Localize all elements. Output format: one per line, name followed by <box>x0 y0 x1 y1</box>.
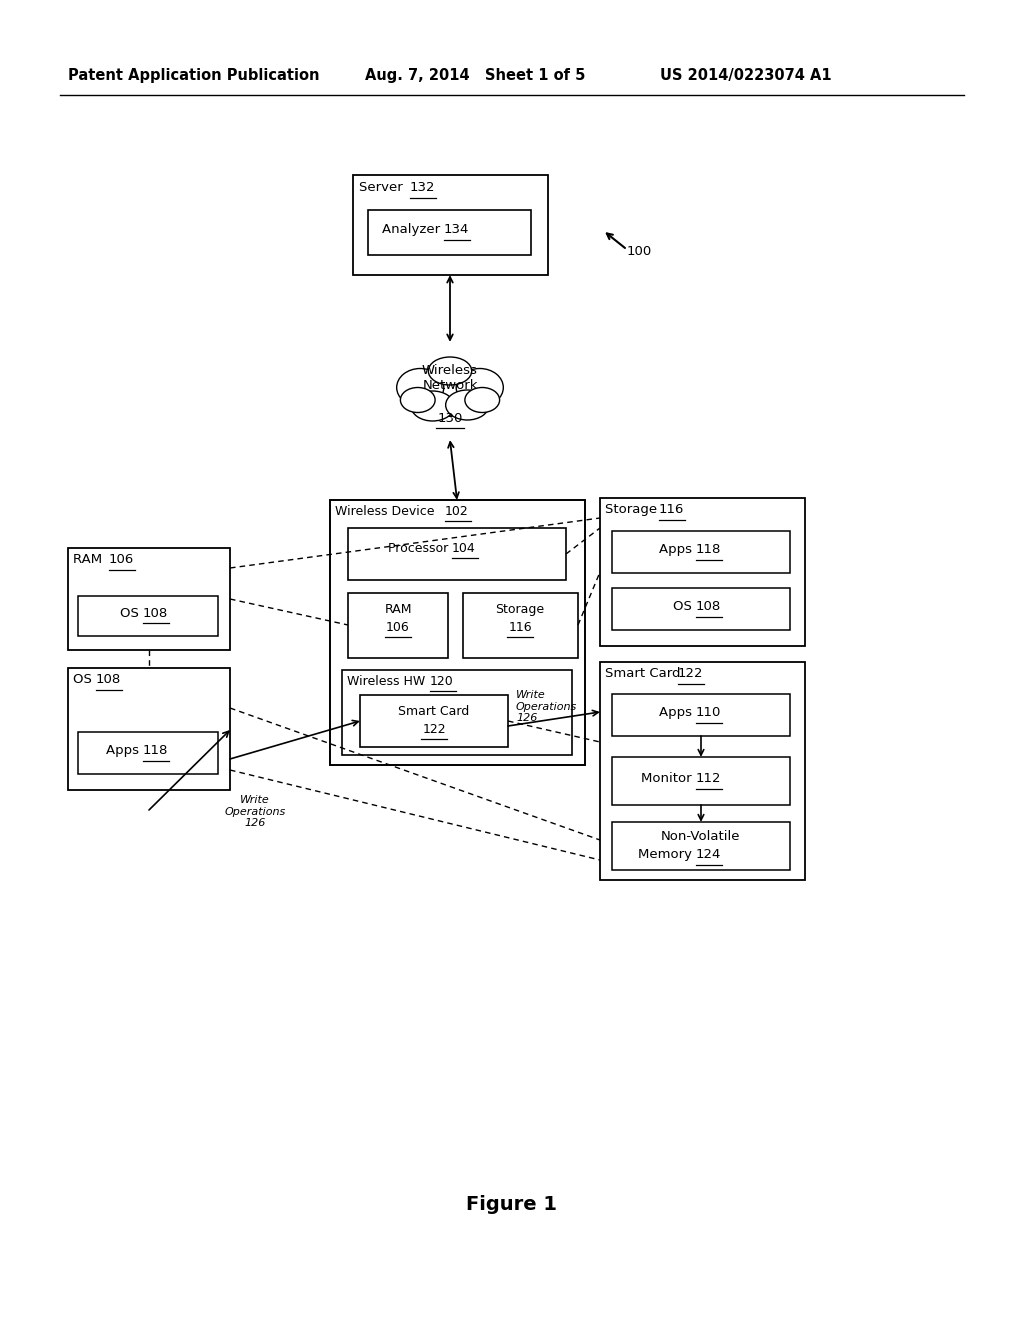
Bar <box>612 694 790 737</box>
Text: Non-Volatile: Non-Volatile <box>662 830 740 843</box>
Text: RAM: RAM <box>73 553 106 566</box>
Text: Apps: Apps <box>658 706 696 719</box>
Bar <box>330 500 585 766</box>
Text: 112: 112 <box>696 772 722 785</box>
Text: 134: 134 <box>444 223 469 236</box>
Bar <box>348 593 449 657</box>
Text: RAM: RAM <box>384 603 412 616</box>
Text: 108: 108 <box>143 607 168 620</box>
Text: Figure 1: Figure 1 <box>467 1195 557 1214</box>
Text: Wireless HW: Wireless HW <box>347 675 429 688</box>
Text: 116: 116 <box>659 503 684 516</box>
Bar <box>68 548 230 649</box>
Text: Smart Card: Smart Card <box>398 705 470 718</box>
Text: Write
Operations
126: Write Operations 126 <box>516 690 578 723</box>
Ellipse shape <box>428 356 472 385</box>
Text: OS: OS <box>73 673 96 686</box>
Text: Memory: Memory <box>638 847 696 861</box>
Text: 110: 110 <box>696 706 721 719</box>
Ellipse shape <box>465 388 500 412</box>
Ellipse shape <box>445 389 489 420</box>
Text: Patent Application Publication: Patent Application Publication <box>68 69 319 83</box>
Ellipse shape <box>419 364 481 416</box>
Text: 118: 118 <box>696 543 721 556</box>
Text: 120: 120 <box>430 675 454 688</box>
Bar <box>463 593 578 657</box>
Bar <box>342 671 572 755</box>
Text: Server: Server <box>359 181 407 194</box>
Text: 104: 104 <box>452 543 476 554</box>
Text: 122: 122 <box>422 723 445 737</box>
Text: Storage: Storage <box>496 603 545 616</box>
Text: Aug. 7, 2014   Sheet 1 of 5: Aug. 7, 2014 Sheet 1 of 5 <box>365 69 586 83</box>
Text: 108: 108 <box>96 673 121 686</box>
Bar <box>612 822 790 870</box>
Bar <box>360 696 508 747</box>
Text: 130: 130 <box>437 412 463 425</box>
Text: 108: 108 <box>696 601 721 612</box>
Ellipse shape <box>400 388 435 412</box>
Text: Write
Operations
126: Write Operations 126 <box>224 795 286 828</box>
Text: Wireless
Network: Wireless Network <box>422 364 478 392</box>
Bar <box>612 587 790 630</box>
Text: OS: OS <box>120 607 143 620</box>
Bar <box>600 498 805 645</box>
Text: Analyzer: Analyzer <box>382 223 444 236</box>
Text: 106: 106 <box>386 620 410 634</box>
Text: 100: 100 <box>627 246 652 257</box>
Ellipse shape <box>396 368 443 407</box>
Text: 118: 118 <box>143 744 168 756</box>
Text: US 2014/0223074 A1: US 2014/0223074 A1 <box>660 69 831 83</box>
Bar <box>368 210 531 255</box>
Bar <box>353 176 548 275</box>
Ellipse shape <box>457 368 504 407</box>
Ellipse shape <box>411 391 455 421</box>
Text: Apps: Apps <box>658 543 696 556</box>
Bar <box>78 733 218 774</box>
Text: 116: 116 <box>508 620 531 634</box>
Text: 132: 132 <box>410 181 435 194</box>
Text: 124: 124 <box>696 847 721 861</box>
Text: Wireless Device: Wireless Device <box>335 506 438 517</box>
Bar <box>348 528 566 579</box>
Text: Monitor: Monitor <box>641 772 696 785</box>
Bar <box>612 756 790 805</box>
Bar <box>600 663 805 880</box>
Bar <box>612 531 790 573</box>
Bar <box>78 597 218 636</box>
Text: 122: 122 <box>678 667 703 680</box>
Text: Storage: Storage <box>605 503 662 516</box>
Text: 102: 102 <box>445 506 469 517</box>
Text: OS: OS <box>673 601 696 612</box>
Text: 106: 106 <box>109 553 134 566</box>
Bar <box>68 668 230 789</box>
Text: Apps: Apps <box>105 744 143 756</box>
Text: Processor: Processor <box>388 543 452 554</box>
Text: Smart Card: Smart Card <box>605 667 685 680</box>
